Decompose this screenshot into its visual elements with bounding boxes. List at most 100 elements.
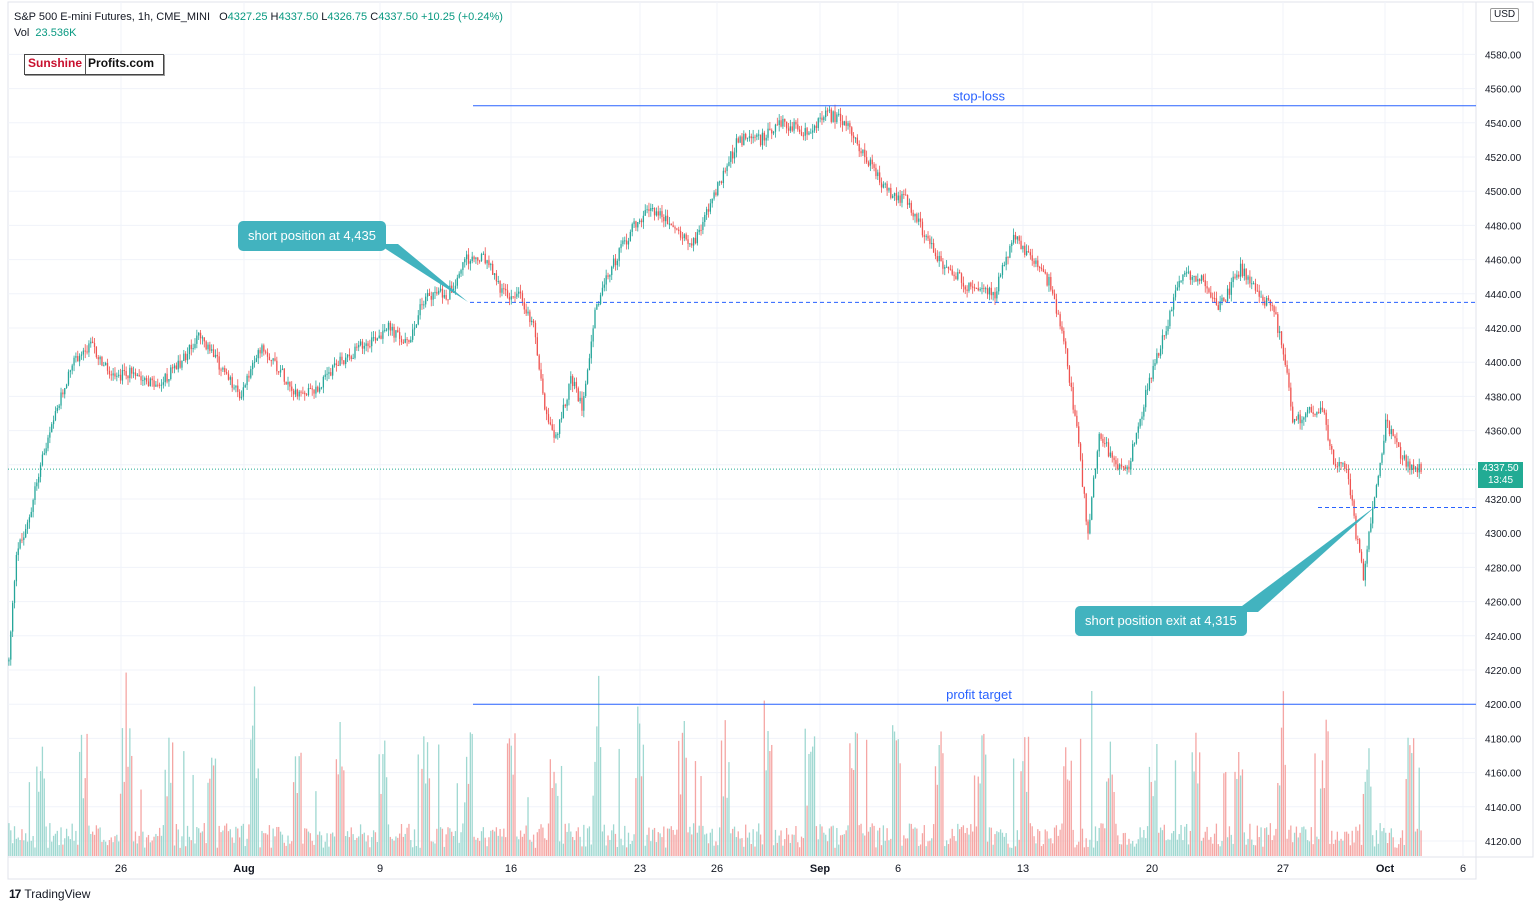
candle-body [47,437,49,449]
candle-body [1286,364,1288,373]
volume-bar [1243,832,1245,856]
candle-body [1105,442,1108,444]
candle-body [557,433,559,435]
volume-bar [1299,832,1301,856]
volume-bar [994,834,996,856]
volume-bar [1280,727,1283,856]
candle-body [782,118,784,127]
candle-body [672,225,674,228]
volume-bar [735,837,738,856]
y-tick-label: 4560.00 [1485,85,1522,96]
volume-bar [1050,838,1052,856]
volume-bar [145,837,148,856]
candle-body [728,161,730,166]
candle-body [1016,236,1018,240]
candle-body [313,389,315,394]
candle-body [492,263,494,275]
volume-bar [505,837,507,856]
exit-callout[interactable]: short position exit at 4,315 [1075,606,1247,636]
candle-body [947,266,950,269]
candle-body [369,346,371,348]
volume-bar [579,836,581,856]
currency-badge[interactable]: USD [1490,8,1520,22]
candle-body [1063,330,1065,342]
candle-body [544,393,546,410]
candle-body [743,133,745,146]
volume-bar [518,839,520,856]
y-tick-label: 4360.00 [1485,427,1522,438]
candle-body [858,143,860,152]
candle-body [852,135,855,139]
candle-body [1308,407,1311,410]
candle-body [942,261,944,269]
tradingview-branding[interactable]: 17 TradingView [9,887,90,901]
volume-bar [665,847,667,856]
candle-body [1314,413,1316,415]
volume-bar [1251,839,1253,856]
volume-bar [246,838,248,856]
volume-bar [622,845,624,856]
volume-bar [65,828,68,856]
candle-body [462,262,464,271]
volume-bar [1411,753,1413,856]
volume-bar [1145,838,1147,856]
volume-bar [307,831,310,856]
volume-bar [1256,825,1258,856]
candle-body [108,370,111,375]
volume-bar [88,825,90,856]
candle-body [253,361,256,363]
volume-bar [1063,766,1065,856]
candle-body [484,253,486,264]
volume-bar [17,837,19,856]
candle-body [663,217,665,222]
volume-bar [203,823,205,856]
candle-body [493,273,496,275]
candle-body [877,172,879,177]
candle-body [724,170,726,172]
volume-bar [36,766,38,856]
candle-body [694,237,697,244]
volume-bar [1412,738,1415,856]
candle-body [188,344,191,355]
candle-body [698,229,700,233]
volume-bar [609,839,611,856]
entry-callout[interactable]: short position at 4,435 [238,221,386,251]
volume-bar [13,826,16,856]
candle-body [527,311,529,314]
candle-body [261,345,263,354]
candle-body [1212,297,1214,299]
candle-body [1318,411,1320,413]
volume-bar [955,841,957,856]
candle-body [691,243,693,246]
candle-body [395,330,397,338]
candle-body [469,261,471,264]
candle-body [1366,549,1368,564]
candle-body [318,387,321,392]
candle-body [1349,479,1352,496]
candle-body [932,243,935,253]
candle-body [151,378,153,381]
volume-bar [1202,837,1205,856]
candle-body [1379,462,1381,477]
candle-body [1262,296,1264,301]
volume-bar [583,824,585,856]
candle-body [345,357,347,365]
tradingview-logo-icon: 17 [9,887,21,901]
volume-bar [283,842,285,856]
candle-body [620,244,622,249]
candle-body [726,165,728,172]
volume-bar [43,778,45,856]
candle-body [39,465,42,477]
volume-bar [618,748,620,856]
candle-body [413,327,416,330]
volume-bar [47,847,49,856]
candle-body [149,378,151,387]
volume-bar [977,776,979,856]
candle-body [586,370,589,384]
candle-body [1065,341,1067,349]
candle-body [412,329,414,340]
volume-bar [69,839,71,856]
volume-bar [683,720,685,856]
volume-bar [1331,830,1333,856]
